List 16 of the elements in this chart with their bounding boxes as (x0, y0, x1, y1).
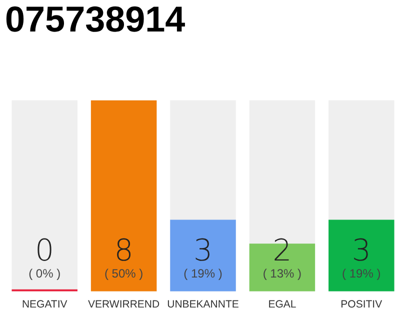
x-tick-label: NEGATIV (22, 298, 68, 311)
x-tick-label: POSITIV (340, 298, 382, 311)
data-label: 0 (35, 233, 54, 268)
annotation: ( 13% ) (262, 266, 302, 280)
annotation: ( 19% ) (184, 266, 222, 280)
x-tick-label: UNBEKANNTE (167, 298, 239, 311)
x-tick-label: VERWIRREND (88, 298, 160, 311)
annotation: ( 50% ) (104, 266, 144, 280)
data-label: 8 (114, 233, 134, 268)
x-tick-label: EGAL (268, 298, 296, 311)
annotation: ( 19% ) (342, 266, 381, 280)
annotation: ( 0% ) (28, 266, 61, 280)
data-label: 2 (272, 233, 292, 268)
data-label: 3 (193, 233, 213, 268)
chart-title: 075738914 (5, 0, 186, 40)
data-label: 3 (352, 233, 371, 268)
